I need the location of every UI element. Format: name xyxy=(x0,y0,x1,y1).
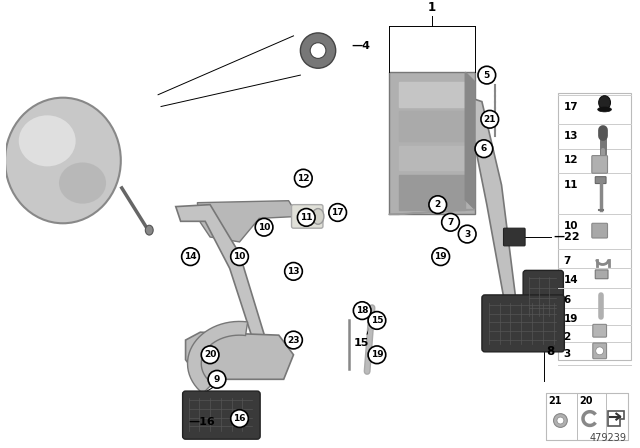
Text: 15: 15 xyxy=(371,316,383,325)
Text: 2: 2 xyxy=(435,200,441,209)
Text: 18: 18 xyxy=(356,306,369,315)
Ellipse shape xyxy=(596,347,604,355)
FancyBboxPatch shape xyxy=(504,228,525,246)
Text: 6: 6 xyxy=(563,295,571,305)
Circle shape xyxy=(298,209,315,226)
Text: 20: 20 xyxy=(579,396,593,406)
Text: 12: 12 xyxy=(297,174,310,183)
Circle shape xyxy=(201,346,219,364)
Ellipse shape xyxy=(598,96,611,109)
Text: —16: —16 xyxy=(189,418,216,427)
Circle shape xyxy=(230,410,248,427)
Text: 15: 15 xyxy=(353,338,369,348)
Text: 2: 2 xyxy=(563,332,571,342)
Circle shape xyxy=(285,331,302,349)
Text: 9: 9 xyxy=(214,375,220,384)
Text: 13: 13 xyxy=(287,267,300,276)
Polygon shape xyxy=(399,146,465,170)
Ellipse shape xyxy=(145,225,153,235)
Polygon shape xyxy=(197,201,298,242)
Ellipse shape xyxy=(19,115,76,166)
FancyBboxPatch shape xyxy=(592,223,607,238)
Text: 12: 12 xyxy=(563,155,578,165)
Text: 17: 17 xyxy=(563,102,578,112)
Text: 23: 23 xyxy=(287,336,300,345)
Circle shape xyxy=(368,312,386,329)
Ellipse shape xyxy=(312,209,324,224)
FancyBboxPatch shape xyxy=(292,205,323,228)
Text: 479239: 479239 xyxy=(589,433,626,443)
FancyBboxPatch shape xyxy=(388,72,475,215)
Ellipse shape xyxy=(598,107,611,112)
Text: 10: 10 xyxy=(258,223,270,232)
Circle shape xyxy=(294,169,312,187)
Circle shape xyxy=(429,196,447,213)
Ellipse shape xyxy=(59,163,106,204)
Ellipse shape xyxy=(5,98,121,223)
Circle shape xyxy=(481,111,499,128)
Ellipse shape xyxy=(300,33,336,68)
FancyBboxPatch shape xyxy=(595,270,608,279)
Ellipse shape xyxy=(554,414,567,427)
Text: 3: 3 xyxy=(464,229,470,239)
Text: 11: 11 xyxy=(563,180,578,190)
FancyBboxPatch shape xyxy=(595,177,606,184)
Polygon shape xyxy=(399,112,465,141)
Polygon shape xyxy=(176,205,264,344)
Circle shape xyxy=(182,248,199,266)
Circle shape xyxy=(475,140,493,158)
FancyBboxPatch shape xyxy=(593,324,607,337)
Circle shape xyxy=(285,263,302,280)
Circle shape xyxy=(208,370,226,388)
Text: 5: 5 xyxy=(484,71,490,80)
Text: 17: 17 xyxy=(332,208,344,217)
Circle shape xyxy=(255,218,273,236)
Circle shape xyxy=(230,248,248,266)
Text: 13: 13 xyxy=(563,131,578,141)
Polygon shape xyxy=(399,175,465,210)
Text: 19: 19 xyxy=(563,314,578,324)
FancyBboxPatch shape xyxy=(593,343,607,359)
Circle shape xyxy=(432,248,449,266)
Text: 3: 3 xyxy=(563,349,571,359)
Text: 14: 14 xyxy=(184,252,196,261)
Text: —4: —4 xyxy=(351,41,371,51)
Ellipse shape xyxy=(557,417,564,424)
Polygon shape xyxy=(465,72,475,210)
Text: 1: 1 xyxy=(428,1,436,14)
FancyBboxPatch shape xyxy=(482,295,564,352)
FancyBboxPatch shape xyxy=(546,393,628,440)
Circle shape xyxy=(442,213,460,231)
Text: 8: 8 xyxy=(547,345,555,358)
FancyBboxPatch shape xyxy=(592,155,607,173)
Text: 7: 7 xyxy=(447,218,454,227)
Text: 14: 14 xyxy=(563,275,578,285)
Polygon shape xyxy=(399,82,465,107)
Text: 20: 20 xyxy=(204,350,216,359)
Text: 21: 21 xyxy=(483,115,496,124)
Text: 7: 7 xyxy=(563,255,571,266)
Ellipse shape xyxy=(310,43,326,58)
Polygon shape xyxy=(186,332,294,379)
Text: 19: 19 xyxy=(435,252,447,261)
Polygon shape xyxy=(467,97,516,313)
Circle shape xyxy=(458,225,476,243)
Circle shape xyxy=(329,204,346,221)
Text: 11: 11 xyxy=(300,213,312,222)
Text: 16: 16 xyxy=(234,414,246,423)
Polygon shape xyxy=(188,321,248,393)
Circle shape xyxy=(478,66,495,84)
FancyBboxPatch shape xyxy=(559,93,631,360)
Polygon shape xyxy=(388,210,475,215)
Text: 19: 19 xyxy=(371,350,383,359)
Text: 10: 10 xyxy=(234,252,246,261)
FancyBboxPatch shape xyxy=(523,271,563,323)
Text: —22: —22 xyxy=(554,232,580,242)
FancyBboxPatch shape xyxy=(182,391,260,439)
Circle shape xyxy=(353,302,371,319)
Circle shape xyxy=(368,346,386,364)
Text: 21: 21 xyxy=(548,396,562,406)
Text: 10: 10 xyxy=(563,221,578,231)
Text: 6: 6 xyxy=(481,144,487,153)
